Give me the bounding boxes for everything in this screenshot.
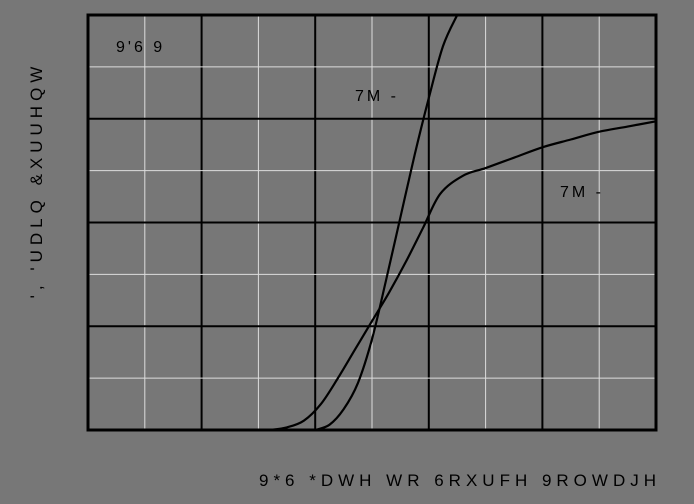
x-axis-label: 9*6 *DWH WR 6RXUFH 9ROWDJH — [259, 471, 661, 490]
series-line-upper — [314, 14, 459, 432]
series-label-upper: 7M - — [355, 88, 399, 105]
grid-lines — [88, 15, 656, 430]
series-line-lower — [269, 120, 657, 432]
series-layer — [269, 14, 657, 432]
series-label-lower: 7M - — [560, 184, 604, 201]
plot-frame — [86, 13, 658, 432]
chart-annotation: 9'6 9 — [116, 39, 165, 56]
y-axis-label: ', 'UDLQ &XUUHQW — [27, 62, 46, 299]
